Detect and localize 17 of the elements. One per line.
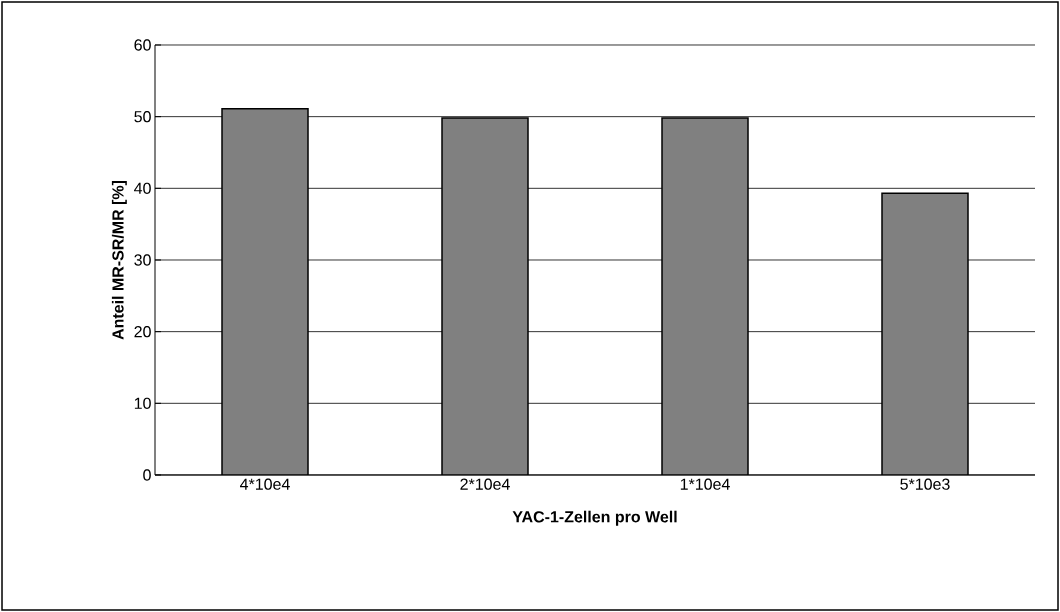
y-tick-label: 20 (134, 326, 151, 338)
x-tick-label: 5*10e3 (900, 478, 950, 490)
y-tick-label: 10 (134, 397, 151, 409)
x-axis-title: YAC-1-Zellen pro Well (512, 510, 677, 526)
bar (661, 117, 749, 475)
y-tick-label: 50 (134, 111, 151, 123)
y-axis-title: Anteil MR-SR/MR [%] (111, 180, 127, 340)
bar (221, 108, 309, 475)
x-tick-label: 1*10e4 (680, 478, 730, 490)
bar (441, 117, 529, 475)
y-tick-label: 40 (134, 182, 151, 194)
y-tick-label: 30 (134, 254, 151, 266)
x-tick-label: 4*10e4 (240, 478, 290, 490)
bar (881, 192, 969, 475)
y-tick-label: 60 (134, 39, 151, 51)
y-tick-label: 0 (143, 469, 151, 481)
x-tick-label: 2*10e4 (460, 478, 510, 490)
